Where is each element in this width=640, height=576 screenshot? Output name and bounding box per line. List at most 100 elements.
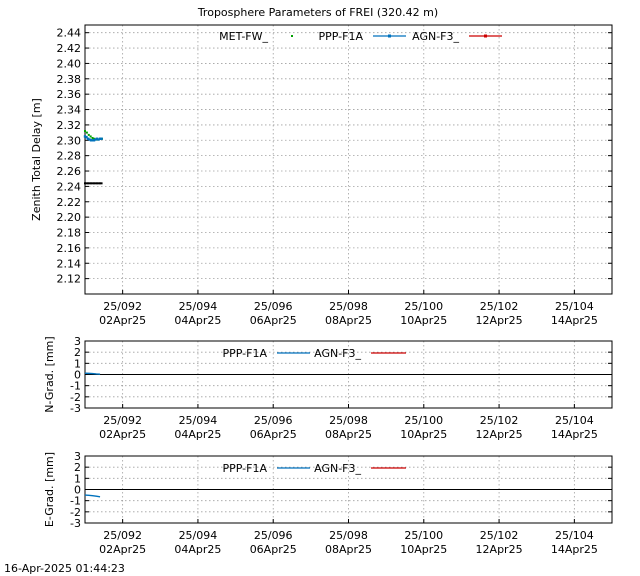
x-tick-label-date: 14Apr25 bbox=[551, 428, 598, 441]
x-tick-label-doy: 25/102 bbox=[480, 529, 519, 542]
x-tick-label-date: 12Apr25 bbox=[476, 428, 523, 441]
x-tick-label-doy: 25/096 bbox=[254, 300, 293, 313]
x-tick-label-doy: 25/098 bbox=[329, 300, 368, 313]
y-tick-label: 2.40 bbox=[57, 57, 82, 70]
x-tick-label-date: 02Apr25 bbox=[99, 428, 146, 441]
y-tick-label: 2.38 bbox=[57, 73, 82, 86]
x-tick-label-doy: 25/104 bbox=[555, 529, 594, 542]
x-tick-label-date: 08Apr25 bbox=[325, 314, 372, 327]
x-tick-label-date: 02Apr25 bbox=[99, 543, 146, 556]
y-tick-label: 2.30 bbox=[57, 134, 82, 147]
y-tick-label: 2.14 bbox=[57, 257, 82, 270]
data-point bbox=[96, 182, 99, 185]
y-tick-label: 2.20 bbox=[57, 211, 82, 224]
y-tick-label: 3 bbox=[74, 450, 81, 463]
x-tick-label-doy: 25/096 bbox=[254, 414, 293, 427]
data-point bbox=[100, 182, 103, 185]
y-tick-label: -1 bbox=[70, 495, 81, 508]
data-point bbox=[84, 130, 86, 133]
legend-label: AGN-F3_ bbox=[314, 347, 361, 360]
y-tick-label: 0 bbox=[74, 484, 81, 497]
x-tick-label-doy: 25/104 bbox=[555, 414, 594, 427]
legend-entry: AGN-F3_ bbox=[412, 30, 502, 43]
x-tick-label-date: 12Apr25 bbox=[476, 314, 523, 327]
x-tick-label-date: 04Apr25 bbox=[174, 314, 221, 327]
x-tick-label-doy: 25/100 bbox=[404, 529, 443, 542]
y-tick-label: 0 bbox=[74, 369, 81, 382]
legend-entry: AGN-F3_ bbox=[314, 462, 406, 475]
x-tick-label-date: 04Apr25 bbox=[174, 543, 221, 556]
data-point bbox=[87, 133, 90, 136]
x-tick-label-date: 14Apr25 bbox=[551, 543, 598, 556]
x-tick-label-doy: 25/104 bbox=[555, 300, 594, 313]
x-tick-label-doy: 25/094 bbox=[179, 529, 218, 542]
data-point bbox=[99, 182, 102, 185]
series-unnamed bbox=[84, 182, 103, 185]
legend-entry: PPP-F1A bbox=[223, 462, 310, 475]
data-point bbox=[94, 138, 97, 141]
legend-swatch-dot bbox=[291, 35, 293, 37]
series-line bbox=[84, 494, 101, 498]
x-tick-label-date: 14Apr25 bbox=[551, 314, 598, 327]
y-tick-label: -1 bbox=[70, 380, 81, 393]
x-tick-label-date: 12Apr25 bbox=[476, 543, 523, 556]
chart-title: Troposphere Parameters of FREI (320.42 m… bbox=[197, 6, 438, 19]
x-tick-label-date: 06Apr25 bbox=[250, 543, 297, 556]
data-point bbox=[89, 139, 93, 142]
data-point bbox=[86, 137, 90, 140]
data-point bbox=[84, 182, 86, 185]
plot-frame bbox=[84, 24, 613, 295]
y-tick-label: 2.26 bbox=[57, 165, 82, 178]
data-point bbox=[88, 138, 91, 141]
y-tick-label: -2 bbox=[70, 506, 81, 519]
y-tick-label: 1 bbox=[74, 472, 81, 485]
y-tick-label: 2.18 bbox=[57, 227, 82, 240]
legend-label: PPP-F1A bbox=[223, 347, 268, 360]
series-ppp-f1a bbox=[84, 372, 101, 375]
y-tick-label: 2.44 bbox=[57, 27, 82, 40]
data-point bbox=[100, 137, 103, 140]
data-point bbox=[83, 135, 87, 138]
data-point bbox=[91, 136, 94, 139]
data-point bbox=[97, 182, 100, 185]
y-tick-label: 2.12 bbox=[57, 273, 82, 286]
x-tick-label-doy: 25/100 bbox=[404, 414, 443, 427]
legend-entry: PPP-F1A bbox=[223, 347, 310, 360]
y-tick-label: 2.16 bbox=[57, 242, 82, 255]
y-tick-label: 2.22 bbox=[57, 196, 82, 209]
data-point bbox=[90, 182, 93, 185]
data-point bbox=[92, 139, 96, 142]
y-tick-label: -3 bbox=[70, 402, 81, 415]
series-ppp-f1a bbox=[84, 494, 101, 498]
legend-label: AGN-F3_ bbox=[412, 30, 459, 43]
x-tick-label-doy: 25/092 bbox=[103, 300, 142, 313]
y-axis-label: E-Grad. [mm] bbox=[43, 452, 56, 527]
data-point bbox=[91, 139, 94, 142]
x-tick-label-doy: 25/094 bbox=[179, 414, 218, 427]
x-tick-label-doy: 25/096 bbox=[254, 529, 293, 542]
legend-swatch-marker bbox=[388, 34, 391, 38]
legend-entry: MET-FW_ bbox=[219, 30, 293, 43]
x-tick-label-date: 08Apr25 bbox=[325, 428, 372, 441]
x-tick-label-date: 02Apr25 bbox=[99, 314, 146, 327]
data-point bbox=[93, 182, 96, 185]
x-tick-label-doy: 25/092 bbox=[103, 414, 142, 427]
data-point bbox=[95, 137, 99, 140]
x-tick-label-doy: 25/094 bbox=[179, 300, 218, 313]
y-tick-label: 2.36 bbox=[57, 88, 82, 101]
data-point bbox=[91, 182, 94, 185]
y-tick-label: 3 bbox=[74, 335, 81, 348]
x-tick-label-doy: 25/098 bbox=[329, 529, 368, 542]
y-tick-label: 2.42 bbox=[57, 42, 82, 55]
data-point bbox=[89, 135, 92, 138]
x-tick-label-date: 10Apr25 bbox=[400, 428, 447, 441]
y-axis-label: N-Grad. [mm] bbox=[43, 336, 56, 412]
y-tick-label: 2.32 bbox=[57, 119, 82, 132]
y-tick-label: 2 bbox=[74, 346, 81, 359]
y-tick-label: 2 bbox=[74, 461, 81, 474]
y-tick-label: 2.28 bbox=[57, 150, 82, 163]
data-point bbox=[85, 136, 88, 139]
legend-entry: PPP-F1A bbox=[319, 30, 406, 43]
